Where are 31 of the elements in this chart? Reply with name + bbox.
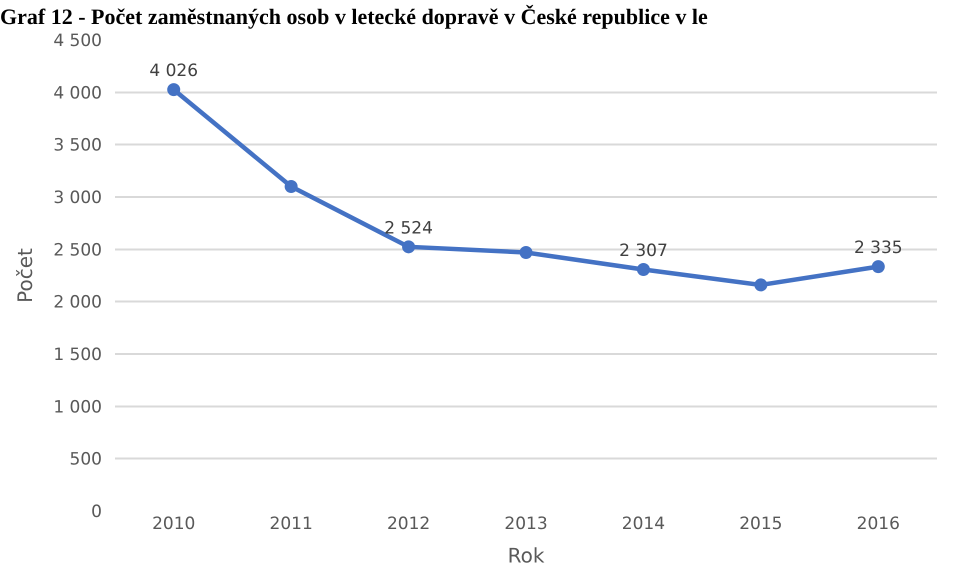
point bbox=[754, 278, 768, 292]
x-tick-label: 2010 bbox=[152, 514, 196, 534]
x-axis-title: Rok bbox=[508, 544, 545, 568]
point bbox=[402, 240, 416, 254]
y-tick-label: 0 bbox=[91, 502, 102, 522]
y-tick-label: 1 500 bbox=[53, 344, 102, 365]
point bbox=[167, 83, 180, 96]
x-tick-label: 2011 bbox=[270, 514, 313, 534]
data-label: 2 524 bbox=[384, 218, 433, 238]
y-tick-label: 2 500 bbox=[53, 240, 102, 260]
y-tick-label: 2 000 bbox=[53, 292, 102, 313]
chart-title: Graf 12 - Počet zaměstnaných osob v letecké dopravě v České republice v le bbox=[0, 4, 708, 30]
y-tick-label: 1 000 bbox=[53, 397, 102, 418]
x-tick-label: 2016 bbox=[856, 514, 900, 534]
point bbox=[520, 246, 532, 259]
x-tick-label: 2012 bbox=[386, 514, 430, 534]
point bbox=[636, 263, 650, 276]
data-label: 2 307 bbox=[619, 241, 668, 262]
y-axis-title: Počet bbox=[12, 248, 37, 303]
point bbox=[872, 260, 885, 274]
y-tick-label: 500 bbox=[70, 450, 102, 470]
point bbox=[284, 180, 298, 194]
x-tick-label: 2015 bbox=[739, 514, 782, 534]
y-tick-label: 4 500 bbox=[53, 30, 102, 51]
data-label: 2 335 bbox=[854, 238, 903, 258]
y-tick-label: 4 000 bbox=[53, 83, 102, 104]
y-tick-label: 3 500 bbox=[53, 136, 102, 156]
y-tick-label: 3 000 bbox=[53, 188, 102, 208]
data-label: 4 026 bbox=[149, 61, 198, 82]
x-tick-label: 2014 bbox=[622, 514, 666, 534]
x-tick-label: 2013 bbox=[504, 514, 548, 534]
